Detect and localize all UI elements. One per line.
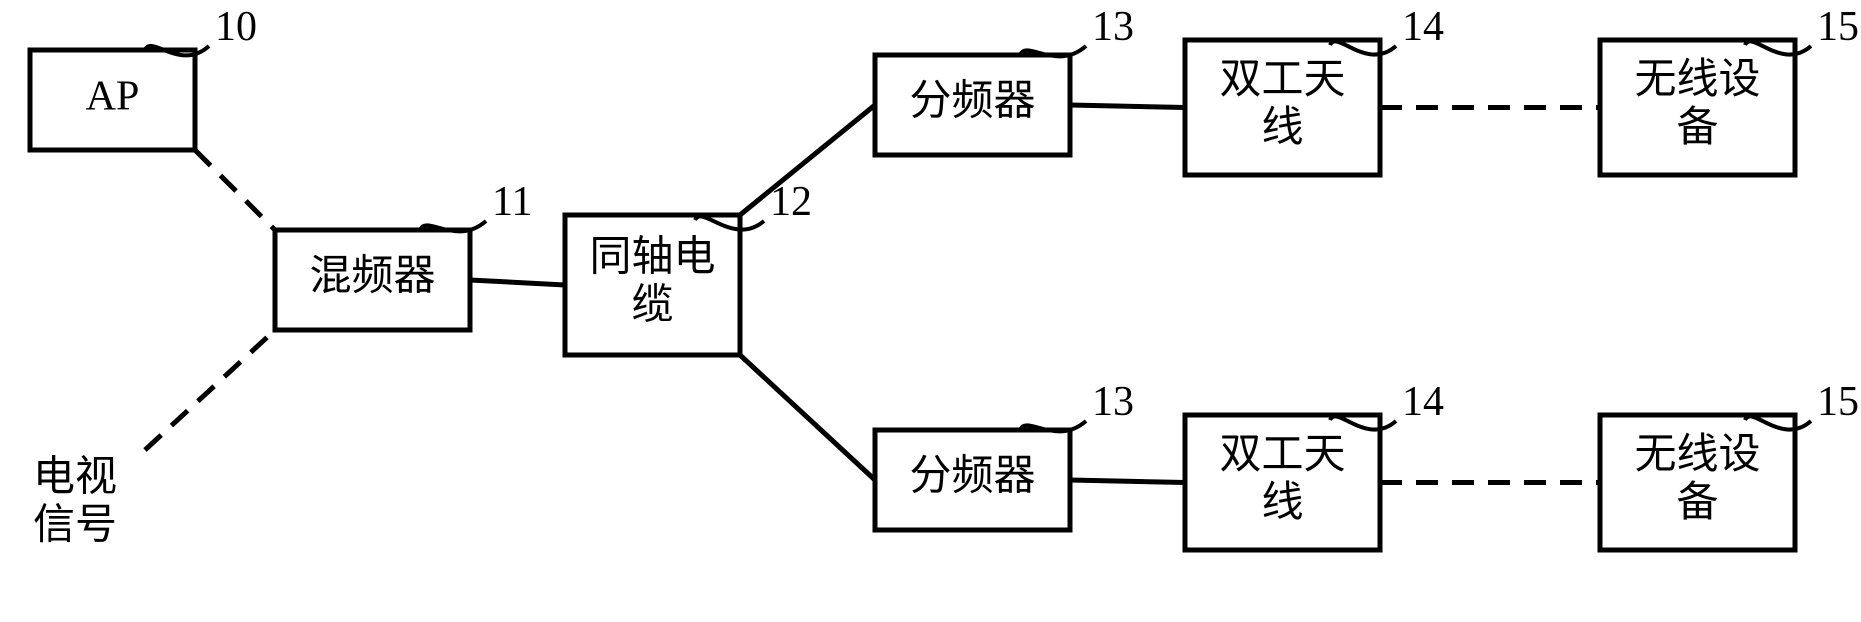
edge-split1-ant1 (1070, 105, 1185, 108)
block-diagram: AP10电视信号混频器11同轴电缆12分频器13分频器13双工天线14双工天线1… (0, 0, 1861, 622)
node-mixer-label: 混频器 (309, 254, 435, 300)
node-ap-label: AP (86, 74, 140, 120)
callout-number-mixer: 11 (492, 179, 532, 225)
callout-number-dev1: 15 (1817, 4, 1859, 50)
node-dev1-label: 备 (1676, 105, 1718, 151)
callout-number-split1: 13 (1092, 4, 1134, 50)
edge-mixer-coax (470, 280, 565, 285)
node-split1: 分频器 13 (875, 4, 1134, 155)
node-split2: 分频器 13 (875, 379, 1134, 530)
node-ant2: 双工天线 14 (1185, 379, 1444, 550)
node-tv: 电视信号 (33, 455, 117, 549)
callout-number-split2: 13 (1092, 379, 1134, 425)
callout-number-ant1: 14 (1402, 4, 1444, 50)
node-coax: 同轴电缆 12 (565, 179, 812, 355)
node-dev2: 无线设备 15 (1600, 379, 1859, 550)
node-tv-label: 信号 (33, 503, 117, 549)
node-ant1-label: 双工天 (1219, 57, 1345, 103)
callout-number-ap: 10 (215, 4, 257, 50)
callout-number-coax: 12 (770, 179, 812, 225)
node-ant1-label: 线 (1261, 105, 1303, 151)
edge-ap-mixer (195, 150, 275, 230)
node-ap: AP 10 (30, 4, 257, 150)
node-coax-label: 同轴电 (589, 235, 715, 281)
node-ant2-label: 线 (1261, 480, 1303, 526)
node-ant1: 双工天线 14 (1185, 4, 1444, 175)
node-tv-label: 电视 (33, 455, 117, 501)
node-coax-label: 缆 (631, 283, 673, 329)
edge-split2-ant2 (1070, 480, 1185, 483)
node-split1-label: 分频器 (909, 79, 1035, 125)
node-dev1-label: 无线设 (1634, 57, 1760, 103)
node-dev1: 无线设备 15 (1600, 4, 1859, 175)
node-mixer: 混频器 11 (275, 179, 532, 330)
edge-tv-mixer (145, 330, 275, 450)
callout-number-dev2: 15 (1817, 379, 1859, 425)
nodes-layer: AP10电视信号混频器11同轴电缆12分频器13分频器13双工天线14双工天线1… (30, 4, 1859, 550)
edge-coax-split2 (740, 355, 875, 480)
callout-number-ant2: 14 (1402, 379, 1444, 425)
node-dev2-label: 备 (1676, 480, 1718, 526)
node-split2-label: 分频器 (909, 454, 1035, 500)
node-dev2-label: 无线设 (1634, 432, 1760, 478)
node-ant2-label: 双工天 (1219, 432, 1345, 478)
